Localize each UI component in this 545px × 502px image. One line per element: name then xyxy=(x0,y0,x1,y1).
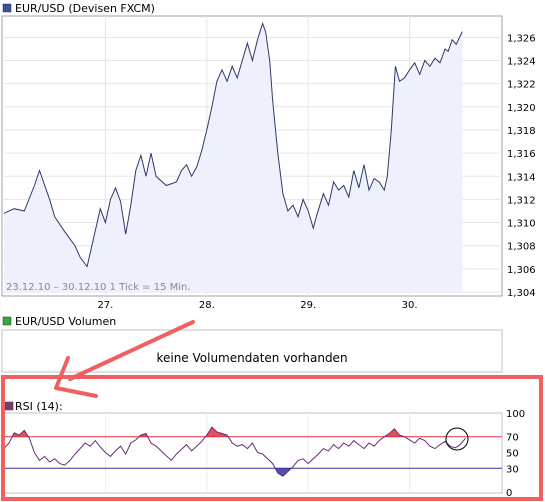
price-y-tick-label: 1,306 xyxy=(507,265,536,276)
rsi-y-tick-label: 50 xyxy=(506,449,519,460)
volume-empty-message: keine Volumendaten vorhanden xyxy=(156,351,347,365)
rsi-title: RSI (14): xyxy=(15,400,63,413)
rsi-y-axis: 0 30 50 70 100 xyxy=(506,409,525,499)
rsi-y-tick-label: 100 xyxy=(506,409,525,420)
price-y-tick-label: 1,322 xyxy=(507,80,536,91)
price-y-tick-label: 1,320 xyxy=(507,103,536,114)
annotation-arrow-head xyxy=(54,356,98,398)
annotation-highlight-box xyxy=(1,375,543,501)
price-y-tick-label: 1,312 xyxy=(507,195,536,206)
volume-plot-frame xyxy=(1,329,503,373)
price-title: EUR/USD (Devisen FXCM) xyxy=(15,2,155,15)
rsi-reference-lines xyxy=(2,436,502,469)
price-panel: EUR/USD (Devisen FXCM) 23.12.10 – 30.12.… xyxy=(1,2,536,311)
price-line xyxy=(3,21,463,268)
rsi-overbought-fill xyxy=(139,433,148,437)
rsi-y-tick-label: 70 xyxy=(506,433,519,444)
rsi-panel: RSI (14): 0 30 50 70 100 xyxy=(1,400,525,499)
rsi-oversold-fill xyxy=(275,468,292,477)
price-y-tick-label: 1,308 xyxy=(507,242,536,253)
annotation-layer xyxy=(1,320,543,501)
price-area xyxy=(4,23,463,292)
price-info-label: 23.12.10 – 30.12.10 1 Tick = 15 Min. xyxy=(6,282,191,293)
price-y-tick-label: 1,310 xyxy=(507,219,536,230)
rsi-overbought-fill xyxy=(12,430,29,437)
price-title-marker xyxy=(2,3,12,13)
price-y-tick-label: 1,316 xyxy=(507,149,536,160)
price-x-axis: 27. 28. 29. 30. xyxy=(97,300,417,311)
price-x-tick-label: 27. xyxy=(97,300,113,311)
rsi-y-tick-label: 30 xyxy=(506,464,519,475)
rsi-zone-fills xyxy=(12,427,405,477)
volume-panel: EUR/USD Volumen keine Volumendaten vorha… xyxy=(1,315,503,373)
price-y-axis: 1,304 1,306 1,308 1,310 1,312 1,314 1,316 1,318… xyxy=(507,33,536,299)
price-x-tick-label: 29. xyxy=(300,300,316,311)
price-x-tick-label: 30. xyxy=(402,300,418,311)
volume-title-marker xyxy=(2,316,12,326)
rsi-line xyxy=(3,426,466,477)
price-y-tick-label: 1,314 xyxy=(507,172,536,183)
price-y-tick-label: 1,318 xyxy=(507,126,536,137)
rsi-overbought-fill xyxy=(384,428,405,437)
annotation-circle xyxy=(445,427,469,451)
rsi-title-marker xyxy=(4,401,14,411)
price-y-tick-label: 1,324 xyxy=(507,57,536,68)
annotation-arrow-shaft xyxy=(68,320,195,381)
rsi-y-tick-label: 0 xyxy=(506,488,512,499)
price-y-tick-label: 1,326 xyxy=(507,33,536,44)
price-y-tick-label: 1,304 xyxy=(507,288,536,299)
price-x-tick-label: 28. xyxy=(199,300,215,311)
volume-title: EUR/USD Volumen xyxy=(15,315,116,328)
rsi-plot-frame xyxy=(1,412,503,494)
